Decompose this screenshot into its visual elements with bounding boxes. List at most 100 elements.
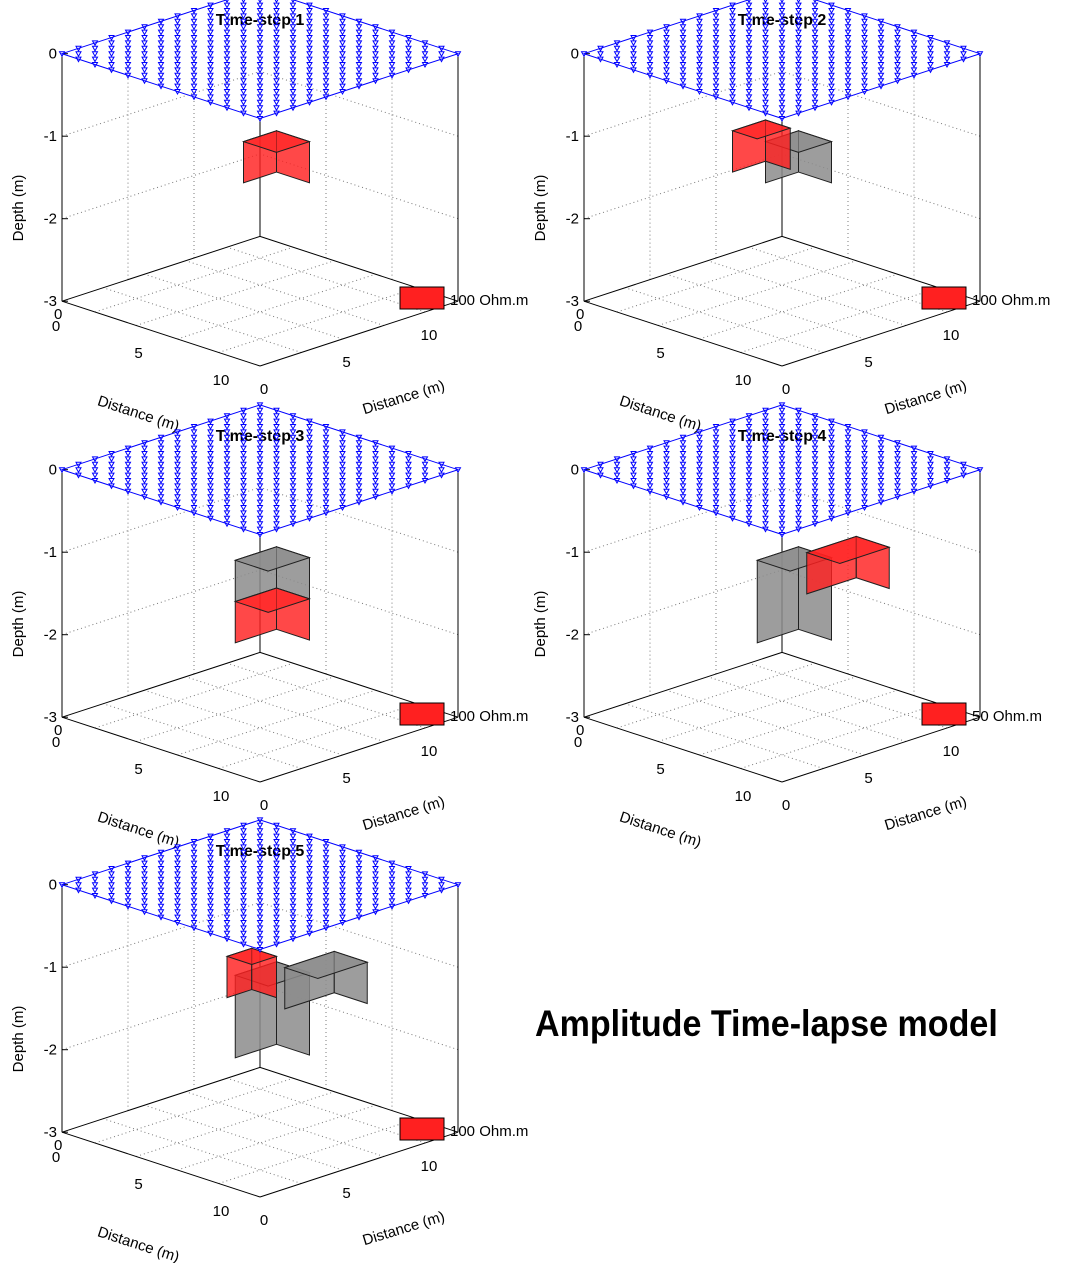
x-axis-label: Distance (m) [617, 809, 703, 851]
electrode-marker [355, 45, 363, 52]
electrode-marker [157, 67, 165, 74]
electrode-marker [679, 35, 687, 42]
electrode-marker [141, 29, 148, 36]
electrode-marker [306, 844, 313, 851]
electrode-marker [646, 483, 654, 490]
electrode-marker [322, 62, 330, 69]
electrode-marker [174, 29, 181, 36]
electrode-marker [256, 914, 264, 921]
electrode-array [58, 0, 462, 123]
electrode-marker [663, 67, 670, 74]
electrode-marker [157, 494, 165, 501]
electrode-marker [91, 45, 99, 52]
electrode-marker [289, 94, 297, 101]
electrode-marker [240, 882, 247, 889]
electrode-marker [355, 62, 363, 69]
electrode-marker [828, 456, 835, 463]
electrode-marker [712, 56, 720, 63]
electrode-marker [910, 483, 918, 490]
electrode-marker [745, 99, 753, 106]
electrode-marker [355, 461, 363, 468]
electrode-marker [943, 467, 951, 474]
electrode-marker [861, 62, 868, 69]
electrode-marker [157, 440, 165, 447]
electrode-marker [240, 67, 247, 74]
electrode-marker [844, 499, 852, 506]
electrode-marker [778, 105, 786, 112]
electrode-marker [828, 18, 835, 25]
electrode-marker [927, 56, 934, 63]
previous-anomaly-block [283, 950, 369, 1010]
electrode-marker [762, 445, 769, 452]
electrode-marker [762, 35, 769, 42]
electrode-marker [190, 876, 198, 883]
electrode-marker [712, 478, 720, 485]
electrode-marker [256, 893, 264, 900]
grid-line [781, 70, 981, 137]
electrode-marker [240, 467, 247, 474]
grid-line [185, 676, 384, 742]
electrode-marker [256, 822, 264, 829]
electrode-marker [729, 483, 736, 490]
axis-line [259, 716, 459, 783]
electrode-marker [745, 494, 753, 501]
electrode-marker [190, 844, 198, 851]
electrode-marker [877, 62, 885, 69]
electrode-marker [762, 67, 769, 74]
electrode-marker [663, 456, 670, 463]
electrode-marker [289, 876, 297, 883]
electrode-marker [778, 499, 786, 506]
electrode-marker [306, 882, 313, 889]
electrode-marker [828, 45, 835, 52]
electrode-marker [745, 418, 753, 425]
electrode-marker [861, 72, 868, 79]
electrode-marker [861, 29, 868, 36]
electrode-marker [174, 40, 181, 47]
grid-line [226, 1077, 426, 1144]
x-tick-label: 0 [52, 318, 60, 335]
electrode-marker [306, 51, 313, 58]
electrode-marker [844, 478, 852, 485]
electrode-marker [795, 488, 802, 495]
electrode-marker [745, 51, 753, 58]
electrode-marker [190, 35, 198, 42]
electrode-marker [795, 445, 802, 452]
electrode-marker [811, 67, 819, 74]
electrode-marker [861, 24, 868, 31]
electrode-marker [421, 887, 429, 894]
electrode-marker [207, 887, 214, 894]
electrode-marker [844, 472, 852, 479]
axis-line [61, 235, 261, 302]
electrode-marker [778, 515, 786, 522]
electrode-marker [778, 94, 786, 101]
depth-tick-label: 0 [49, 46, 57, 63]
electrode-marker [811, 51, 819, 58]
electrode-marker [157, 51, 165, 58]
electrode-marker [157, 860, 165, 867]
y-tick-label: 0 [782, 381, 790, 398]
electrode-marker [240, 893, 247, 900]
electrode-marker [663, 467, 670, 474]
electrode-marker [762, 451, 769, 458]
electrode-marker [306, 898, 313, 905]
electrode-marker [745, 2, 753, 9]
electrode-marker [877, 78, 885, 85]
electrode-marker [729, 24, 736, 31]
electrode-marker [91, 882, 99, 889]
electrode-marker [712, 472, 720, 479]
depth-tick-label: -1 [566, 544, 579, 561]
electrode-marker [372, 887, 379, 894]
electrode-marker [877, 461, 885, 468]
electrode-marker [630, 62, 637, 69]
electrode-marker [762, 456, 769, 463]
electrode-marker [339, 871, 346, 878]
electrode-marker [174, 440, 181, 447]
electrode-marker [762, 105, 769, 112]
electrode-marker [762, 521, 769, 528]
electrode-marker [388, 67, 396, 74]
electrode-marker [877, 440, 885, 447]
electrode-marker [729, 424, 736, 431]
depth-tick-label: -3 [566, 709, 579, 726]
electrode-marker [322, 898, 330, 905]
axis-line [583, 651, 783, 718]
